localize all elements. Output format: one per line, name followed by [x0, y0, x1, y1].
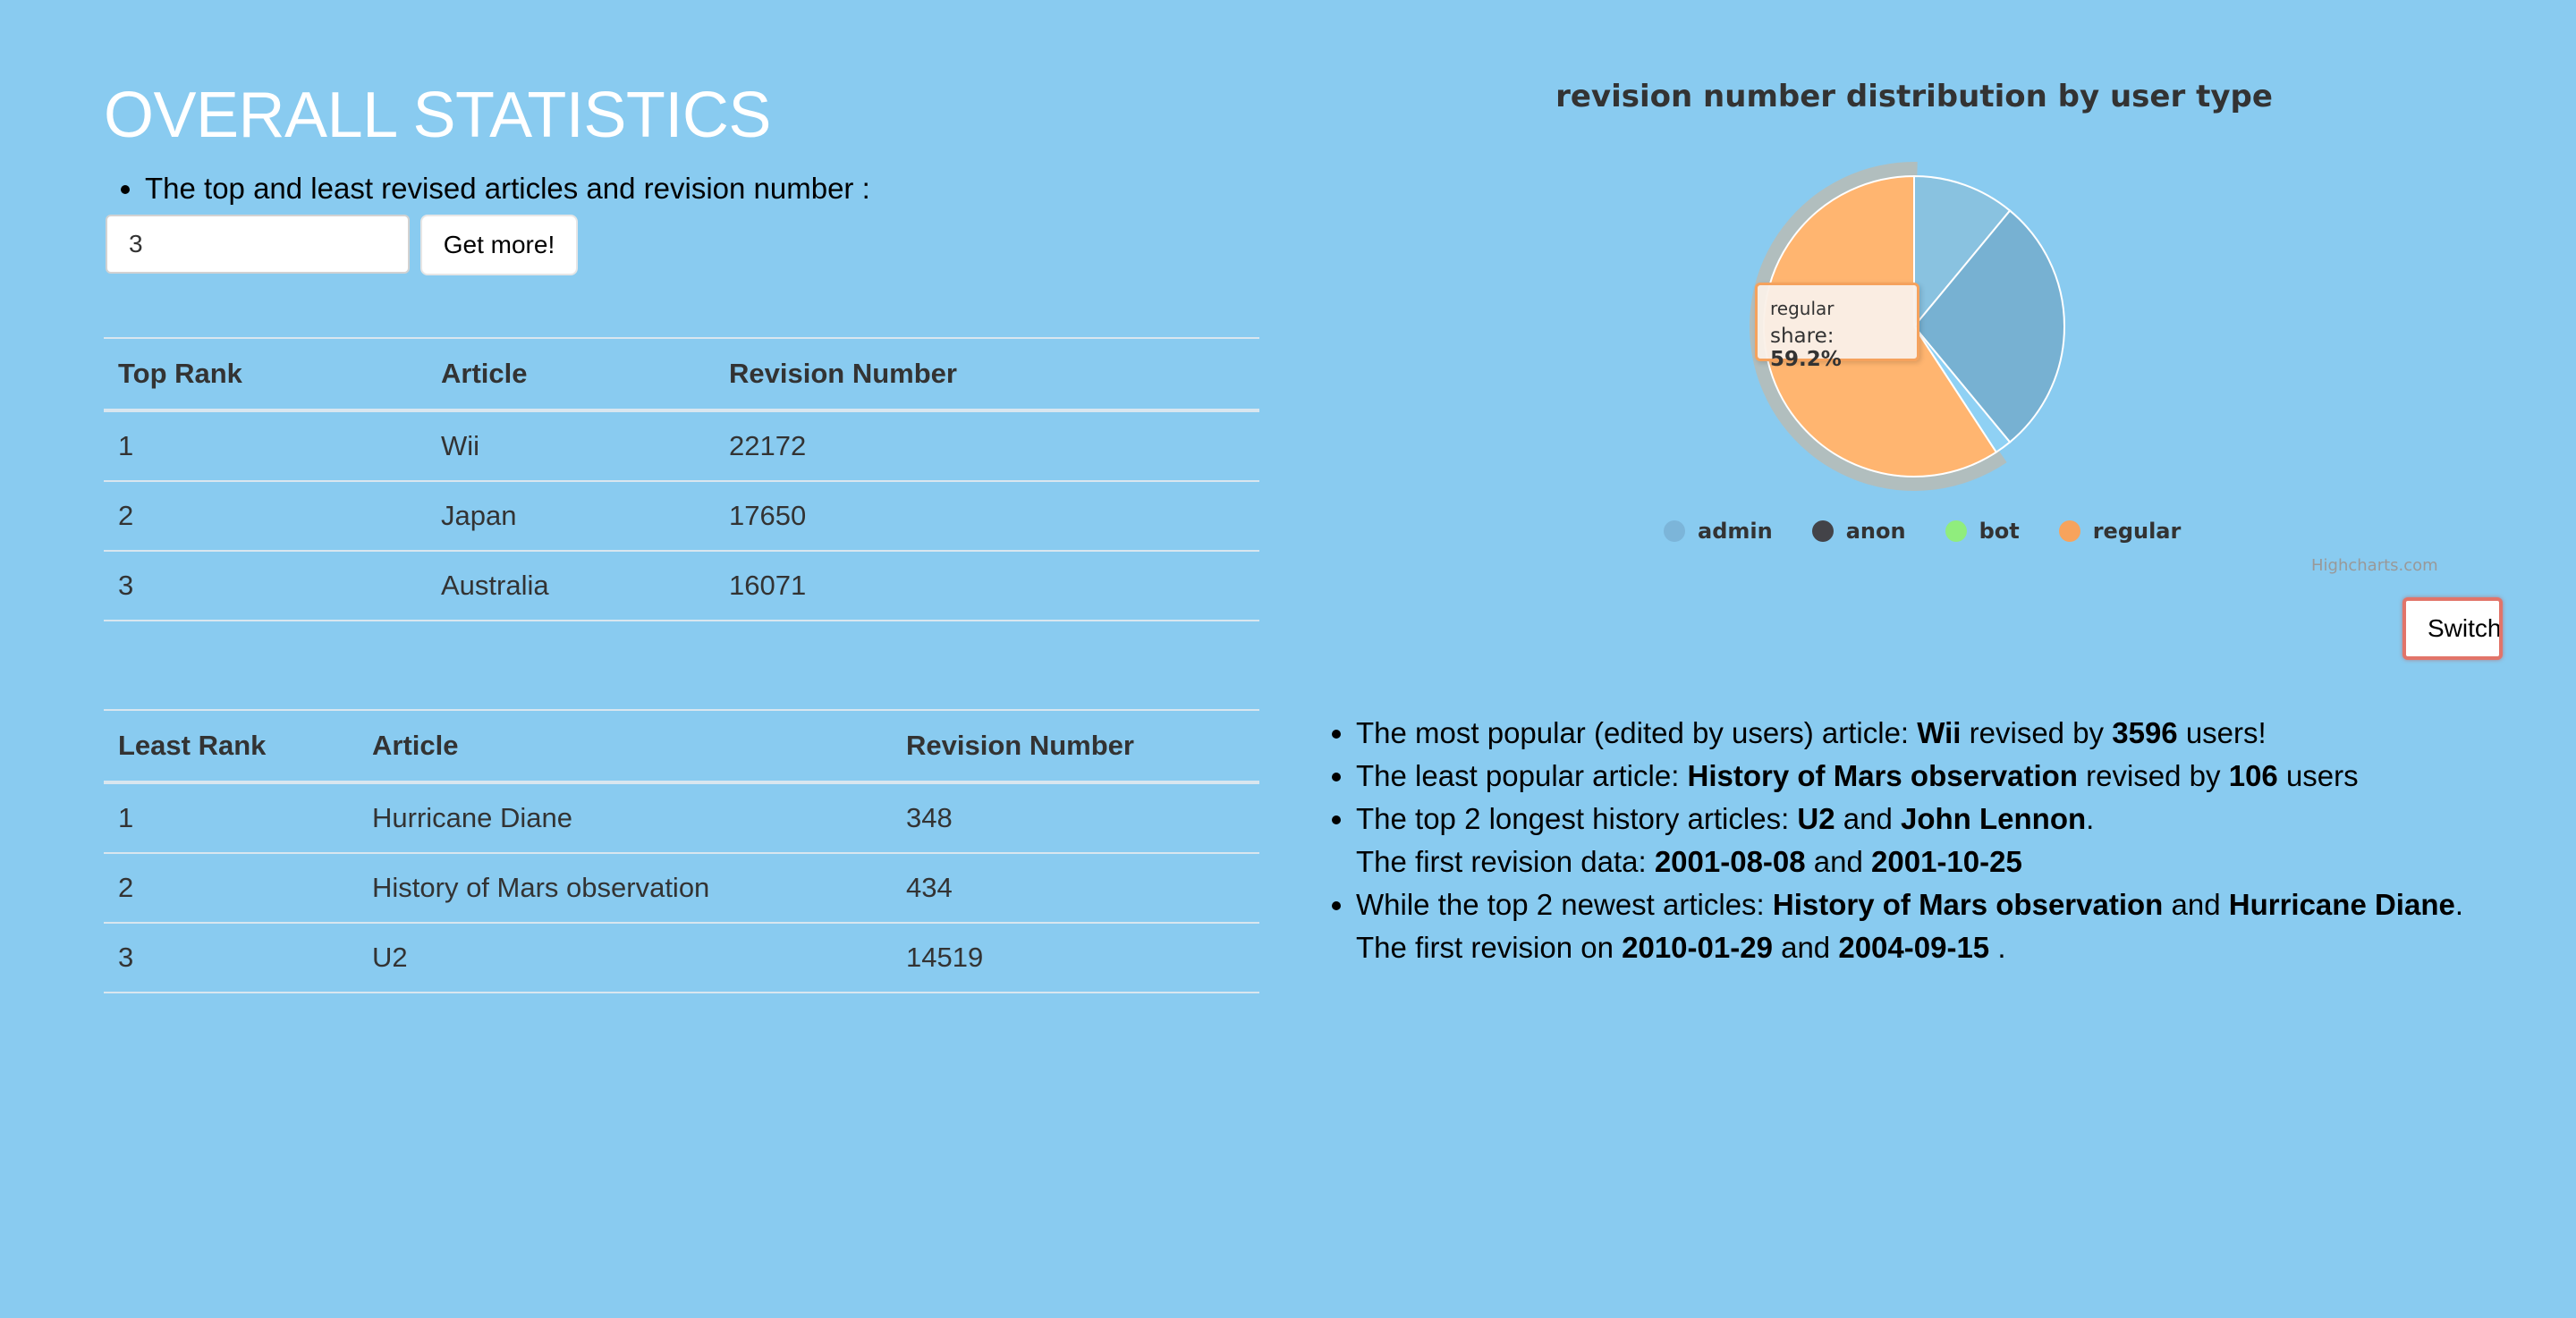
page-title: OVERALL STATISTICS: [104, 80, 771, 151]
article-cell: Japan: [427, 481, 715, 552]
fact-text: and: [1835, 802, 1901, 835]
fact-date: 2001-10-25: [1871, 845, 2022, 878]
fact-date: 2010-01-29: [1622, 931, 1773, 964]
revision-cell: 348: [892, 782, 1259, 854]
fact-count: 3596: [2112, 716, 2178, 749]
column-header: Article: [427, 337, 715, 412]
article-count-input[interactable]: [106, 215, 410, 274]
legend-dot: [1945, 520, 1967, 542]
column-header: Article: [358, 709, 892, 784]
article-cell: U2: [358, 923, 892, 993]
column-header: Revision Number: [715, 337, 1259, 412]
revision-cell: 14519: [892, 923, 1259, 993]
table-row: 1 Hurricane Diane 348: [104, 782, 1259, 854]
rank-cell: 2: [104, 853, 358, 924]
fact-article: History of Mars observation: [1772, 888, 2164, 921]
column-header: Least Rank: [104, 709, 358, 784]
tooltip-value: 59.2%: [1770, 348, 1842, 371]
legend-item-admin[interactable]: admin: [1664, 519, 1773, 544]
fact-text: While the top 2 newest articles:: [1356, 888, 1773, 921]
intro-list: The top and least revised articles and r…: [104, 172, 870, 206]
fact-text: users: [2277, 759, 2359, 792]
fact-article: Hurricane Diane: [2228, 888, 2455, 921]
legend-item-anon[interactable]: anon: [1811, 519, 1906, 544]
article-cell: Wii: [427, 410, 715, 482]
legend-dot: [1664, 520, 1685, 542]
chart-credits[interactable]: Highcharts.com: [2311, 556, 2438, 575]
fact-subline: The first revision on 2010-01-29 and 200…: [1356, 926, 2555, 969]
fact-article: John Lennon: [1901, 802, 2087, 835]
rank-cell: 3: [104, 551, 427, 621]
table-row: 3 U2 14519: [104, 923, 1259, 993]
top-ranked-table: Top Rank Article Revision Number 1 Wii 2…: [104, 337, 1259, 621]
legend-label: bot: [1979, 519, 2020, 544]
switch-button[interactable]: Switch: [2402, 597, 2503, 660]
legend-item-bot[interactable]: bot: [1945, 519, 2020, 544]
legend-label: admin: [1698, 519, 1773, 544]
fact-count: 106: [2228, 759, 2278, 792]
fact-subline: The first revision data: 2001-08-08 and …: [1356, 841, 2555, 883]
fact-newest: While the top 2 newest articles: History…: [1356, 883, 2555, 969]
fact-text: The first revision on: [1356, 931, 1623, 964]
chart-tooltip: regular share: 59.2%: [1755, 283, 1919, 371]
fact-text: The first revision data:: [1356, 845, 1655, 878]
revision-cell: 434: [892, 853, 1259, 924]
fact-article: U2: [1797, 802, 1835, 835]
rank-cell: 2: [104, 481, 427, 552]
chart-title: revision number distribution by user typ…: [1555, 79, 2273, 114]
rank-cell: 1: [104, 410, 427, 482]
legend-label: anon: [1845, 519, 1906, 544]
table-row: 2 History of Mars observation 434: [104, 853, 1259, 924]
table-row: 3 Australia 16071: [104, 551, 1259, 621]
fact-date: 2001-08-08: [1654, 845, 1806, 878]
column-header: Top Rank: [104, 337, 427, 412]
fact-date: 2004-09-15: [1838, 931, 1990, 964]
column-header: Revision Number: [892, 709, 1259, 784]
legend-dot: [1811, 520, 1834, 542]
fact-article: Wii: [1917, 716, 1962, 749]
fact-text: .: [1989, 931, 2006, 964]
fact-most-popular: The most popular (edited by users) artic…: [1356, 712, 2555, 755]
fact-article: History of Mars observation: [1687, 759, 2078, 792]
get-more-button[interactable]: Get more!: [420, 215, 578, 275]
fact-least-popular: The least popular article: History of Ma…: [1356, 755, 2555, 798]
legend-item-regular[interactable]: regular: [2058, 519, 2182, 544]
table-row: 1 Wii 22172: [104, 410, 1259, 482]
article-cell: Australia: [427, 551, 715, 621]
fact-text: and: [1805, 845, 1872, 878]
chart-legend: admin anon bot regular: [1664, 519, 2220, 544]
least-ranked-table: Least Rank Article Revision Number 1 Hur…: [104, 709, 1259, 993]
table-header-row: Least Rank Article Revision Number: [104, 709, 1259, 784]
article-cell: Hurricane Diane: [358, 782, 892, 854]
table-header-row: Top Rank Article Revision Number: [104, 337, 1259, 412]
intro-text: The top and least revised articles and r…: [145, 172, 870, 206]
rank-cell: 3: [104, 923, 358, 993]
article-cell: History of Mars observation: [358, 853, 892, 924]
legend-dot: [2058, 520, 2080, 542]
facts-list: The most popular (edited by users) artic…: [1315, 712, 2555, 969]
fact-text: The top 2 longest history articles:: [1356, 802, 1798, 835]
fact-text: .: [2086, 802, 2095, 835]
revision-cell: 16071: [715, 551, 1259, 621]
fact-text: users!: [2177, 716, 2267, 749]
revision-cell: 17650: [715, 481, 1259, 552]
fact-text: The least popular article:: [1356, 759, 1688, 792]
table-row: 2 Japan 17650: [104, 481, 1259, 552]
pie-slice-anon[interactable]: [1912, 209, 2065, 444]
tooltip-label: share:: [1770, 325, 1835, 348]
pie-slice-admin[interactable]: [1913, 174, 2012, 329]
legend-label: regular: [2092, 519, 2182, 544]
fact-text: revised by: [1961, 716, 2113, 749]
revision-cell: 22172: [715, 410, 1259, 482]
fact-text: revised by: [2077, 759, 2229, 792]
tooltip-series-name: regular: [1770, 298, 1835, 319]
fact-text: and: [1772, 931, 1839, 964]
fact-text: .: [2454, 888, 2463, 921]
fact-longest-history: The top 2 longest history articles: U2 a…: [1356, 798, 2555, 883]
fact-text: The most popular (edited by users) artic…: [1356, 716, 1918, 749]
rank-cell: 1: [104, 782, 358, 854]
fact-text: and: [2163, 888, 2229, 921]
